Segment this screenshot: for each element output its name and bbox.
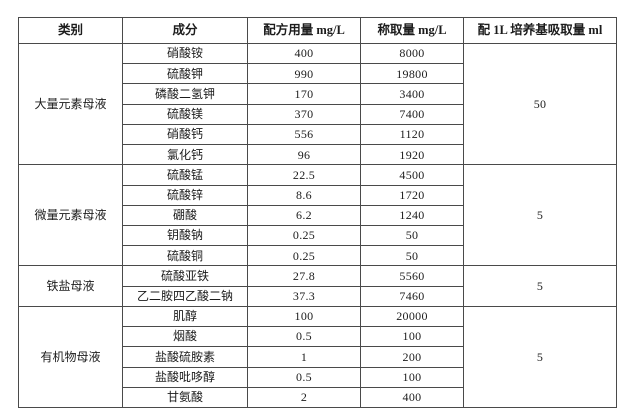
table-row: 盐酸硫胺素 1 200 <box>19 346 617 368</box>
weigh-amount-cell: 1920 <box>360 144 464 166</box>
weigh-amount-cell: 20000 <box>360 305 464 328</box>
weigh-amount-cell: 200 <box>360 346 464 368</box>
category-cell: 有机物母液 <box>18 305 123 409</box>
component-cell: 硫酸钾 <box>122 63 248 85</box>
medium-formula-table: 类别 成分 配方用量 mg/L 称取量 mg/L 配 1L 培养基吸取量 ml … <box>18 17 617 409</box>
component-cell: 磷酸二氢钾 <box>122 83 248 105</box>
table-row: 钥酸钠 0.25 50 <box>19 224 617 247</box>
table-row: 氯化钙 96 1920 <box>19 144 617 166</box>
component-cell: 硝酸铵 <box>122 42 248 65</box>
formula-amount-cell: 22.5 <box>247 164 361 186</box>
component-cell: 硫酸铜 <box>122 245 248 267</box>
uptake-volume-cell: 5 <box>463 265 617 307</box>
formula-amount-cell: 27.8 <box>247 265 361 287</box>
weigh-amount-cell: 100 <box>360 326 464 348</box>
uptake-volume-cell: 5 <box>463 305 617 409</box>
weigh-amount-cell: 3400 <box>360 83 464 105</box>
weigh-amount-cell: 100 <box>360 366 464 388</box>
formula-amount-cell: 170 <box>247 83 361 105</box>
component-cell: 氯化钙 <box>122 144 248 166</box>
weigh-amount-cell: 7400 <box>360 103 464 125</box>
formula-amount-cell: 370 <box>247 103 361 125</box>
formula-amount-cell: 0.5 <box>247 326 361 348</box>
header-weigh-amount: 称取量 mg/L <box>360 17 464 44</box>
table-row: 甘氨酸 2 400 <box>19 386 617 409</box>
weigh-amount-cell: 1120 <box>360 123 464 146</box>
component-cell: 硼酸 <box>122 204 248 226</box>
component-cell: 肌醇 <box>122 305 248 328</box>
component-cell: 盐酸硫胺素 <box>122 346 248 368</box>
formula-amount-cell: 556 <box>247 123 361 146</box>
formula-amount-cell: 100 <box>247 305 361 328</box>
header-row: 类别 成分 配方用量 mg/L 称取量 mg/L 配 1L 培养基吸取量 ml <box>18 17 617 44</box>
weigh-amount-cell: 7460 <box>360 285 464 307</box>
component-cell: 硝酸钙 <box>122 123 248 146</box>
component-cell: 甘氨酸 <box>122 386 248 409</box>
formula-amount-cell: 96 <box>247 144 361 166</box>
header-formula-amount: 配方用量 mg/L <box>247 17 361 44</box>
component-cell: 硫酸锌 <box>122 184 248 206</box>
formula-amount-cell: 0.25 <box>247 224 361 247</box>
table-row: 硫酸锌 8.6 1720 <box>19 184 617 206</box>
formula-amount-cell: 1 <box>247 346 361 368</box>
component-cell: 盐酸吡哆醇 <box>122 366 248 388</box>
weigh-amount-cell: 50 <box>360 245 464 267</box>
table-row: 磷酸二氢钾 170 3400 <box>19 83 617 105</box>
category-cell: 大量元素母液 <box>18 42 123 166</box>
formula-amount-cell: 2 <box>247 386 361 409</box>
formula-amount-cell: 8.6 <box>247 184 361 206</box>
formula-amount-cell: 37.3 <box>247 285 361 307</box>
component-cell: 硫酸锰 <box>122 164 248 186</box>
formula-amount-cell: 0.25 <box>247 245 361 267</box>
weigh-amount-cell: 19800 <box>360 63 464 85</box>
header-component: 成分 <box>122 17 248 44</box>
weigh-amount-cell: 4500 <box>360 164 464 186</box>
category-cell: 微量元素母液 <box>18 164 123 267</box>
table-row: 硼酸 6.2 1240 <box>19 204 617 226</box>
component-cell: 烟酸 <box>122 326 248 348</box>
table-row: 大量元素母液 硝酸铵 400 8000 50 <box>18 42 617 166</box>
table-row: 微量元素母液 硫酸锰 22.5 4500 5 <box>18 164 617 267</box>
formula-amount-cell: 0.5 <box>247 366 361 388</box>
formula-amount-cell: 990 <box>247 63 361 85</box>
table-row: 铁盐母液 硫酸亚铁 27.8 5560 5 <box>18 265 617 307</box>
table-row: 硝酸钙 556 1120 <box>19 123 617 146</box>
component-cell: 乙二胺四乙酸二钠 <box>122 285 248 307</box>
weigh-amount-cell: 1240 <box>360 204 464 226</box>
category-cell: 铁盐母液 <box>18 265 123 307</box>
uptake-volume-cell: 5 <box>463 164 617 267</box>
header-uptake-volume: 配 1L 培养基吸取量 ml <box>463 17 617 44</box>
weigh-amount-cell: 50 <box>360 224 464 247</box>
weigh-amount-cell: 8000 <box>360 42 464 65</box>
table-row: 硫酸铜 0.25 50 <box>19 245 617 267</box>
weigh-amount-cell: 400 <box>360 386 464 409</box>
component-cell: 钥酸钠 <box>122 224 248 247</box>
header-category: 类别 <box>18 17 123 44</box>
component-cell: 硫酸镁 <box>122 103 248 125</box>
component-cell: 硫酸亚铁 <box>122 265 248 287</box>
uptake-volume-cell: 50 <box>463 42 617 166</box>
table-row: 有机物母液 肌醇 100 20000 5 <box>18 305 617 409</box>
weigh-amount-cell: 5560 <box>360 265 464 287</box>
table-row: 盐酸吡哆醇 0.5 100 <box>19 366 617 388</box>
formula-amount-cell: 400 <box>247 42 361 65</box>
formula-amount-cell: 6.2 <box>247 204 361 226</box>
weigh-amount-cell: 1720 <box>360 184 464 206</box>
